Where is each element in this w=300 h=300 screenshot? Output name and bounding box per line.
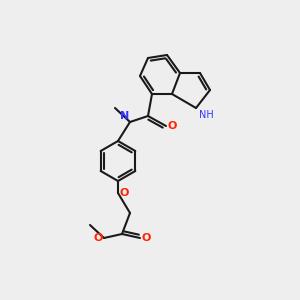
Text: NH: NH: [199, 110, 214, 120]
Text: O: O: [119, 188, 128, 198]
Text: O: O: [142, 233, 152, 243]
Text: N: N: [120, 111, 129, 121]
Text: O: O: [168, 121, 177, 131]
Text: O: O: [94, 233, 103, 243]
